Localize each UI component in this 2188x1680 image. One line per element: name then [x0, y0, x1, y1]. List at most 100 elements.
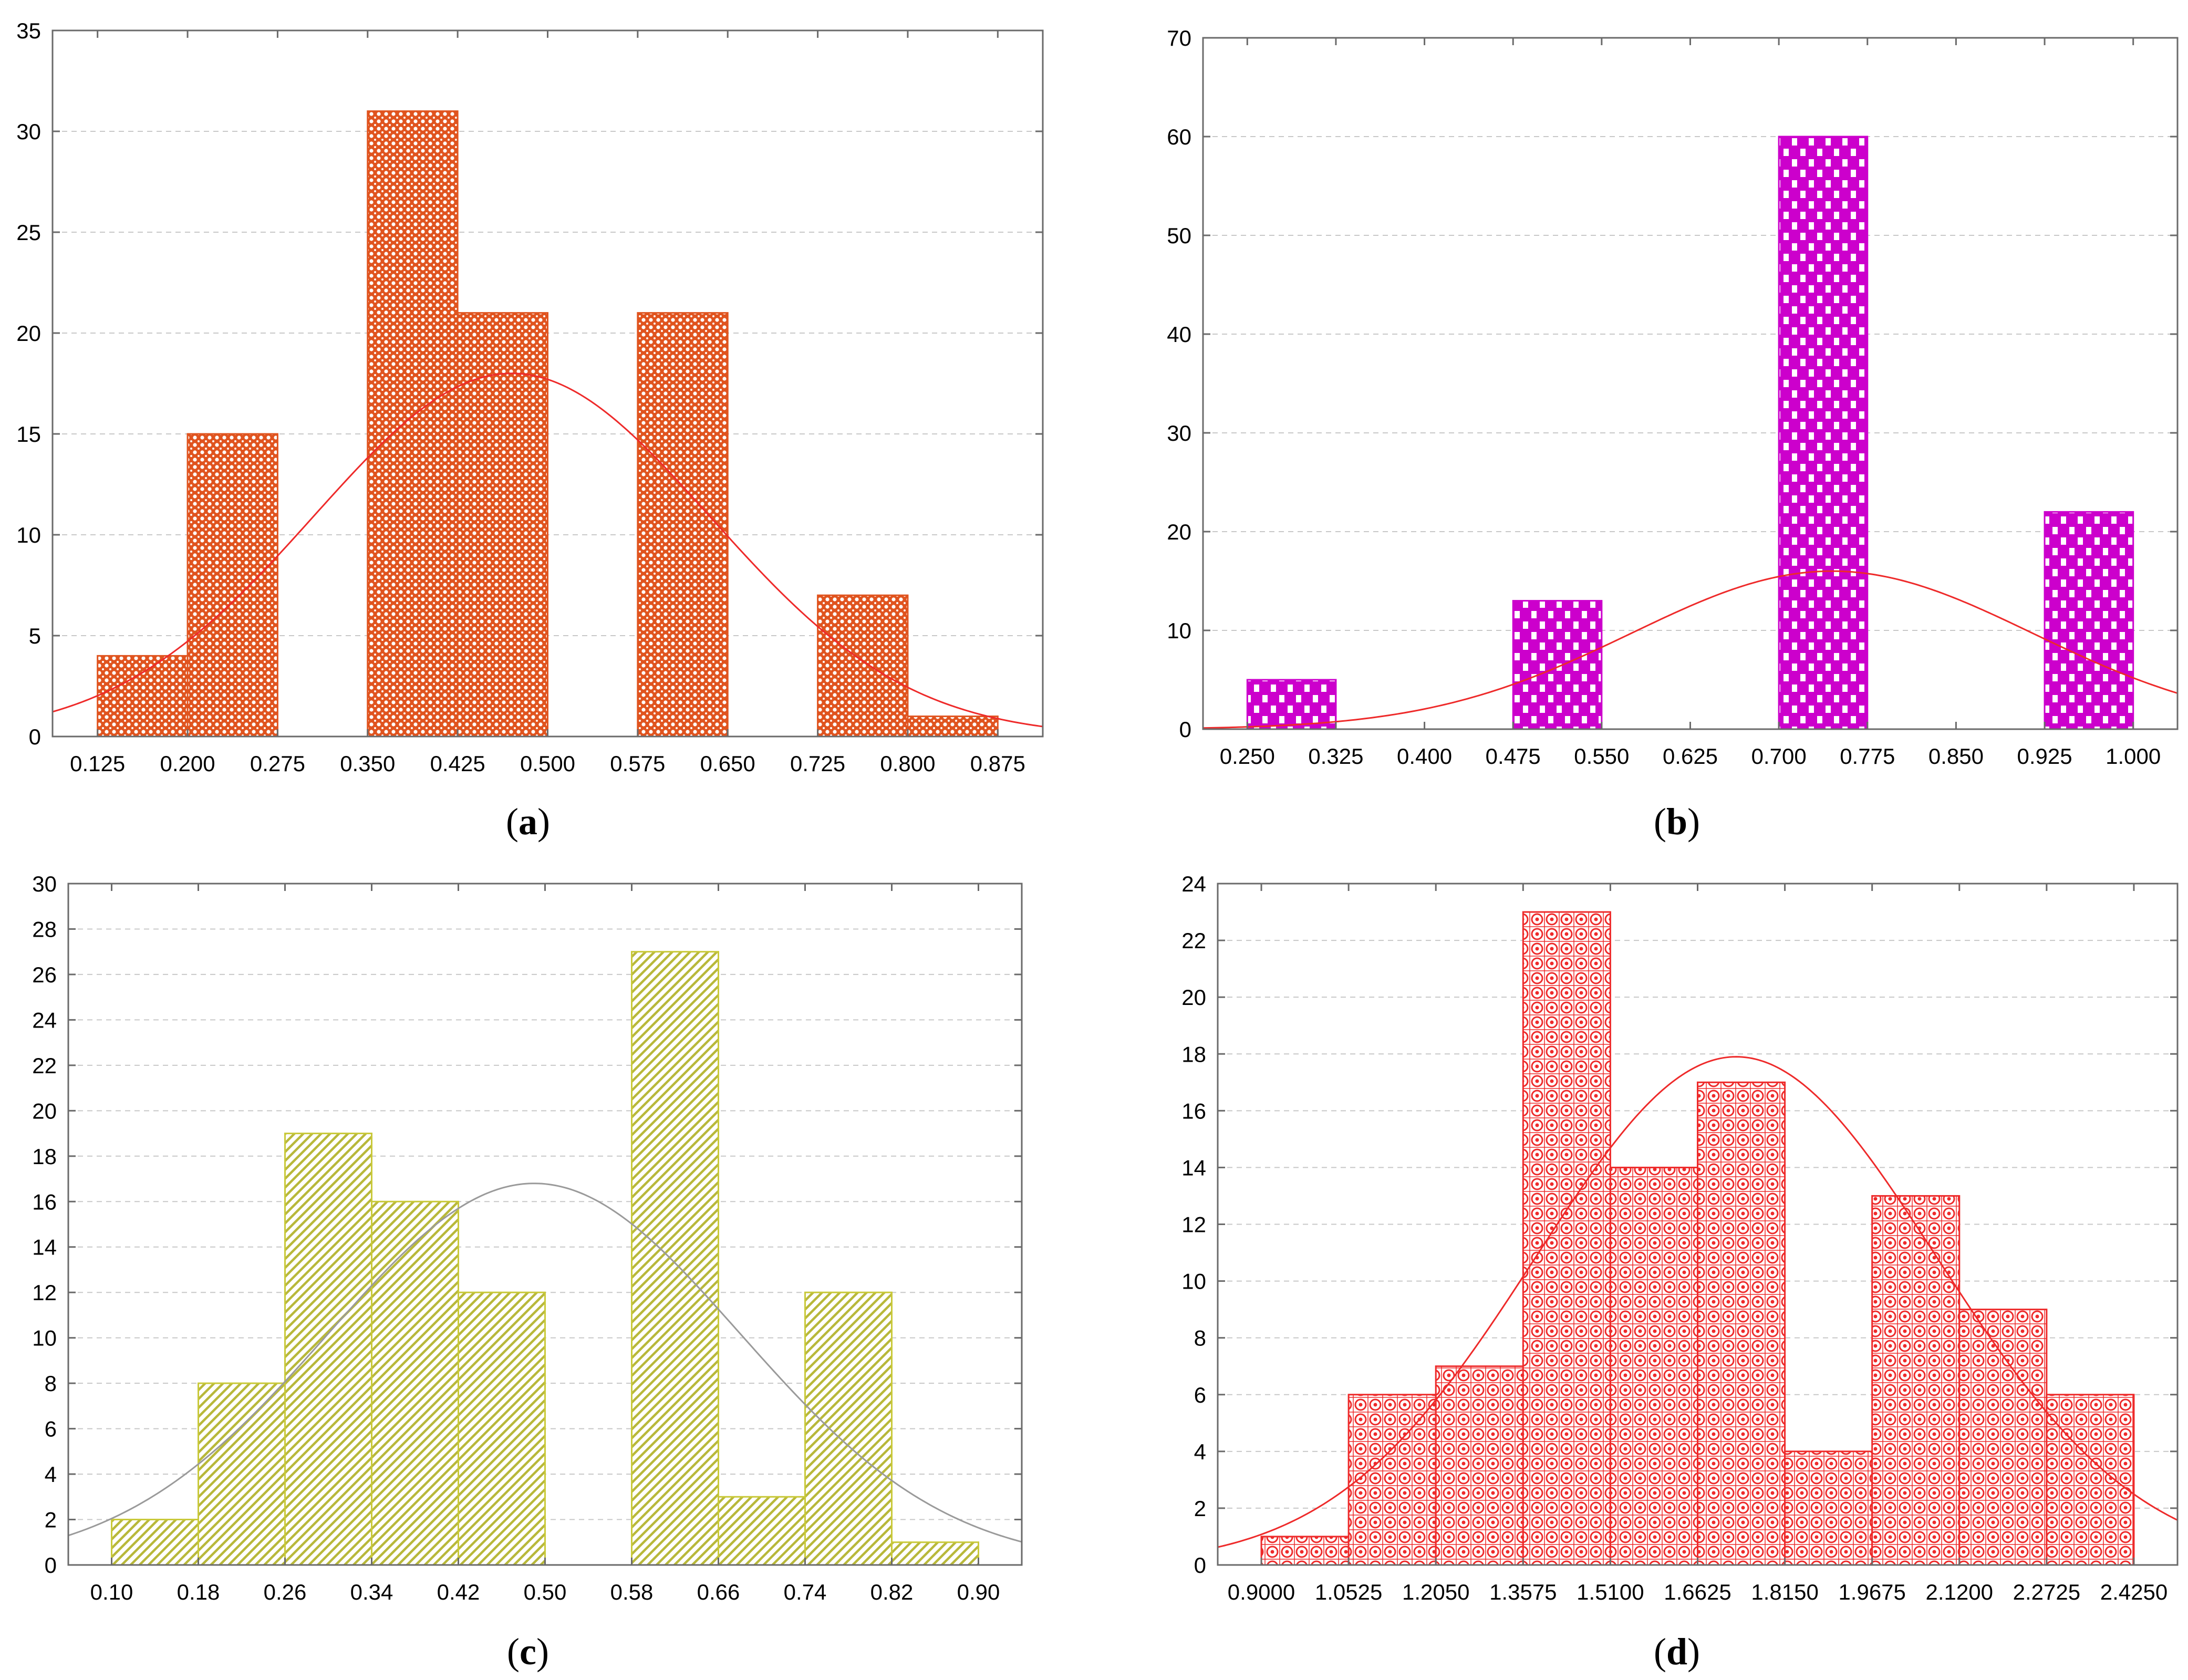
ytick-label-a: 5 [29, 624, 41, 648]
xtick-label-a: 0.500 [520, 751, 575, 776]
ytick-label-c: 14 [32, 1235, 57, 1260]
xtick-label-b: 0.775 [1840, 744, 1895, 769]
xtick-label-a: 0.575 [610, 751, 665, 776]
ytick-label-d: 4 [1194, 1439, 1206, 1464]
xtick-label-a: 0.875 [970, 751, 1025, 776]
bar-a-6 [907, 715, 999, 738]
caption-open-paren: ( [507, 1631, 520, 1673]
xtick-label-b: 0.475 [1486, 744, 1541, 769]
xtick-label-d: 2.2725 [2013, 1580, 2080, 1604]
ytick-label-d: 8 [1194, 1326, 1206, 1351]
bar-a-0 [97, 655, 189, 738]
bar-c-2 [284, 1133, 372, 1566]
xtick-label-c: 0.74 [784, 1580, 827, 1604]
ytick-label-d: 0 [1194, 1553, 1206, 1578]
ytick-label-c: 22 [32, 1053, 57, 1078]
ytick-label-b: 50 [1167, 223, 1191, 248]
ytick-label-a: 25 [16, 220, 41, 245]
xtick-label-a: 0.425 [430, 751, 485, 776]
caption-open-paren: ( [1654, 1631, 1666, 1673]
caption-open-paren: ( [1654, 801, 1666, 843]
xtick-label-d: 1.8150 [1751, 1580, 1818, 1604]
ytick-label-b: 70 [1167, 26, 1191, 50]
xtick-label-c: 0.10 [90, 1580, 133, 1604]
xtick-label-c: 0.18 [177, 1580, 220, 1604]
ytick-label-d: 18 [1181, 1042, 1206, 1066]
panel-caption-d: (d) [1654, 1631, 1700, 1673]
ytick-label-d: 24 [1181, 872, 1206, 896]
bar-d-7 [1871, 1195, 1961, 1566]
caption-close-paren: ) [1687, 1631, 1700, 1673]
ytick-label-b: 40 [1167, 322, 1191, 347]
ytick-label-b: 20 [1167, 520, 1191, 544]
xtick-label-a: 0.200 [160, 751, 215, 776]
xtick-label-a: 0.125 [70, 751, 125, 776]
caption-letter: b [1666, 801, 1687, 843]
caption-close-paren: ) [1687, 801, 1700, 843]
ytick-label-c: 12 [32, 1280, 57, 1305]
bar-b-1 [1512, 600, 1603, 730]
bar-d-2 [1435, 1365, 1524, 1566]
xtick-label-b: 0.250 [1220, 744, 1275, 769]
bar-b-3 [2044, 511, 2134, 730]
bar-b-2 [1778, 136, 1869, 730]
ytick-label-c: 26 [32, 962, 57, 987]
ytick-label-c: 16 [32, 1189, 57, 1214]
xtick-label-b: 0.850 [1928, 744, 1984, 769]
ytick-label-d: 22 [1181, 928, 1206, 953]
ytick-label-c: 20 [32, 1098, 57, 1123]
ytick-label-c: 4 [45, 1462, 57, 1487]
normal-curve-c [68, 1183, 1022, 1543]
bar-c-1 [198, 1382, 286, 1566]
xtick-label-d: 1.6625 [1664, 1580, 1731, 1604]
ytick-label-a: 30 [16, 119, 41, 144]
xtick-label-c: 0.42 [437, 1580, 480, 1604]
ytick-label-c: 0 [45, 1553, 57, 1578]
bar-d-9 [2046, 1394, 2135, 1566]
bar-a-4 [637, 312, 729, 738]
bar-d-1 [1347, 1394, 1437, 1566]
xtick-label-d: 1.5100 [1577, 1580, 1644, 1604]
xtick-label-d: 1.9675 [1838, 1580, 1905, 1604]
ytick-label-a: 20 [16, 321, 41, 346]
ytick-label-b: 30 [1167, 421, 1191, 445]
ytick-label-b: 0 [1179, 717, 1191, 742]
bar-d-8 [1958, 1309, 2048, 1566]
ytick-label-d: 14 [1181, 1155, 1206, 1180]
caption-letter: d [1666, 1631, 1687, 1673]
ytick-label-c: 8 [45, 1371, 57, 1396]
bar-d-5 [1697, 1081, 1786, 1566]
xtick-label-a: 0.275 [250, 751, 305, 776]
xtick-label-a: 0.650 [700, 751, 755, 776]
ytick-label-b: 60 [1167, 125, 1191, 149]
xtick-label-b: 0.625 [1663, 744, 1718, 769]
ytick-label-a: 0 [29, 724, 41, 749]
ytick-label-c: 18 [32, 1144, 57, 1169]
bar-d-0 [1260, 1536, 1350, 1566]
bar-c-5 [631, 951, 719, 1566]
ytick-label-b: 10 [1167, 618, 1191, 643]
ytick-label-c: 6 [45, 1417, 57, 1442]
xtick-label-c: 0.34 [350, 1580, 393, 1604]
xtick-label-d: 1.0525 [1315, 1580, 1382, 1604]
xtick-label-a: 0.350 [340, 751, 395, 776]
caption-letter: c [520, 1631, 536, 1673]
xtick-label-c: 0.58 [610, 1580, 654, 1604]
xtick-label-b: 0.925 [2017, 744, 2072, 769]
ytick-label-d: 20 [1181, 985, 1206, 1010]
normal-curve-d [1217, 1056, 2178, 1548]
plot-frame-b [1202, 37, 2179, 730]
bar-c-4 [458, 1291, 546, 1566]
panel-b-histogram: 0 10 20 30 40 50 60 70 0.250 0.325 0.400 0.475 0.550… [1167, 26, 2179, 843]
xtick-label-b: 0.700 [1751, 744, 1807, 769]
xtick-label-a: 0.725 [790, 751, 845, 776]
ytick-label-d: 16 [1181, 1098, 1206, 1123]
ytick-label-c: 28 [32, 917, 57, 941]
ytick-label-a: 15 [16, 422, 41, 447]
xtick-label-a: 0.800 [880, 751, 935, 776]
bar-d-4 [1609, 1166, 1699, 1566]
ytick-label-d: 2 [1194, 1496, 1206, 1521]
xtick-label-c: 0.26 [264, 1580, 307, 1604]
normal-curve-a [52, 372, 1043, 728]
